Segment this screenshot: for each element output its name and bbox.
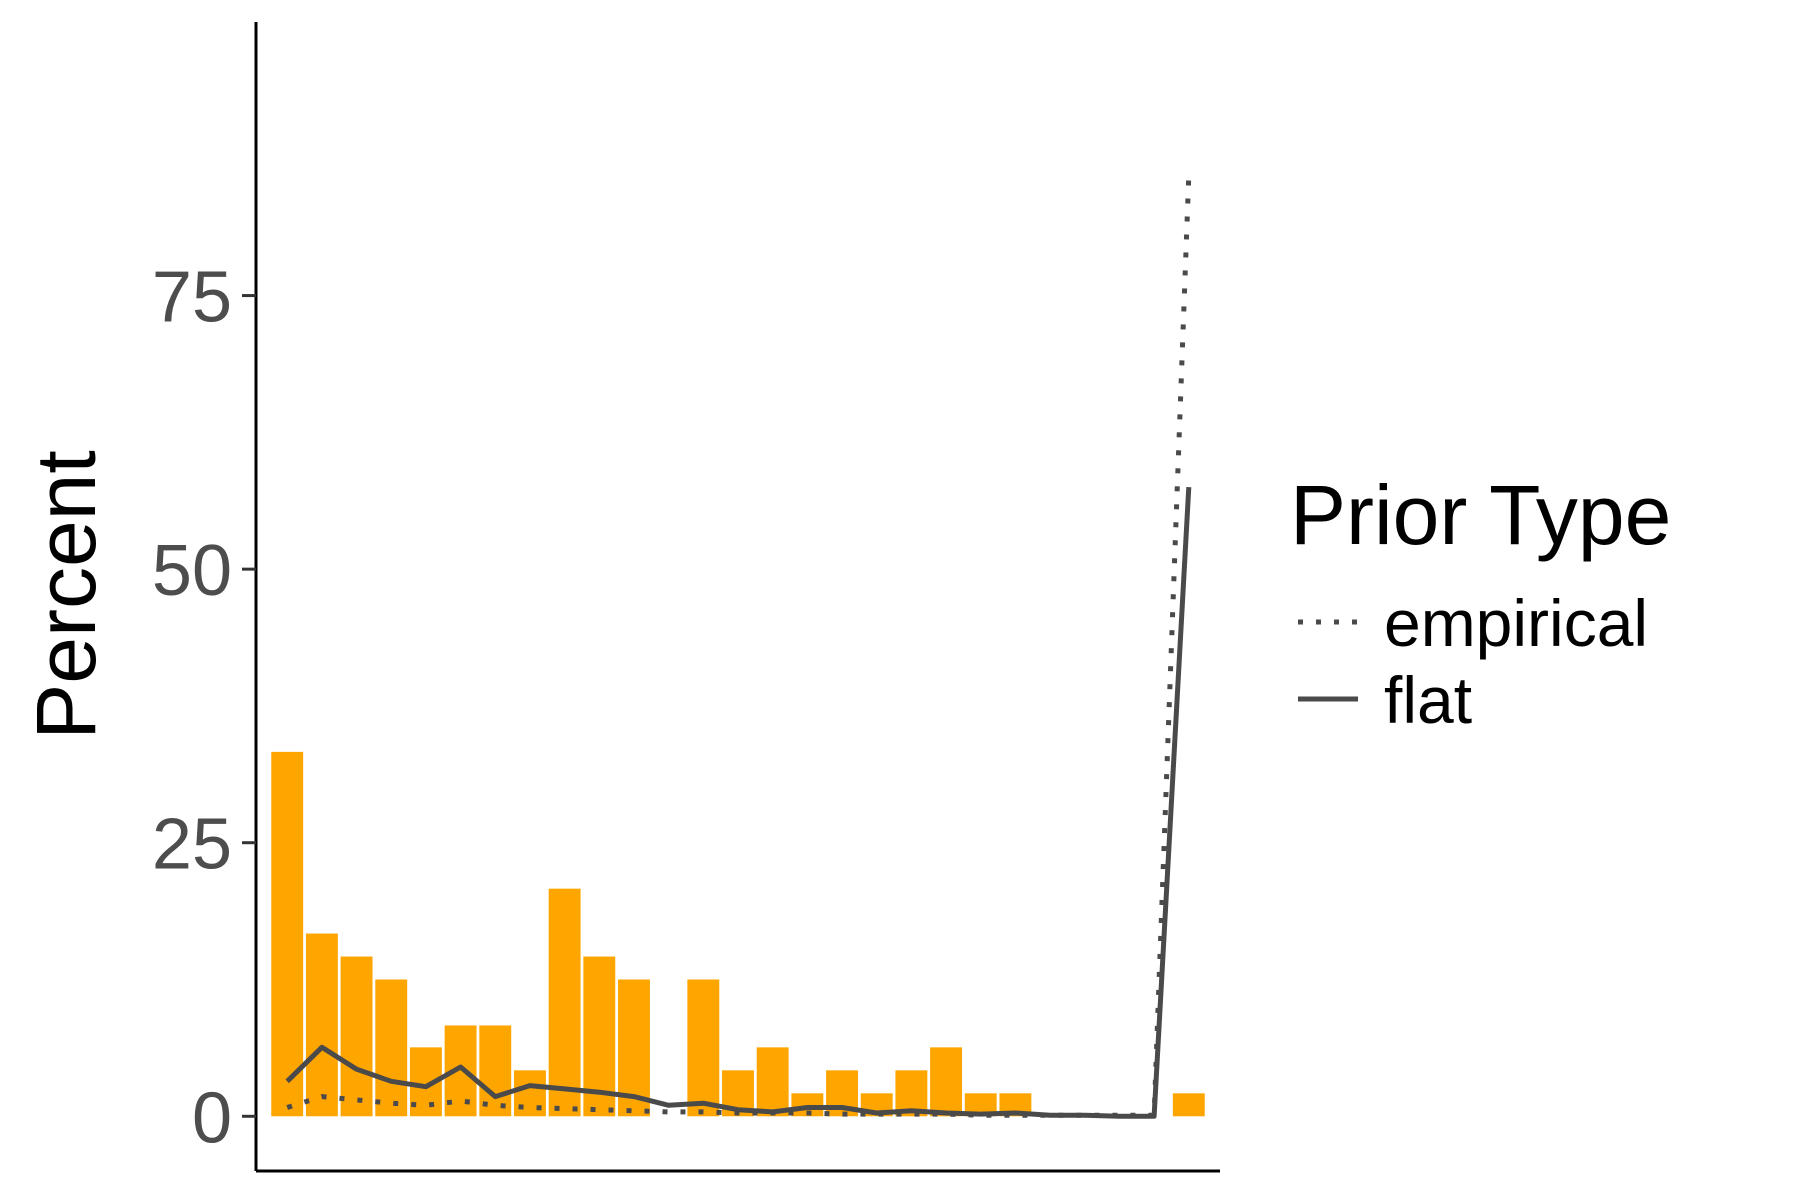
- legend-label-flat: flat: [1384, 663, 1472, 737]
- bar: [999, 1093, 1032, 1117]
- axes-layer: [254, 22, 1220, 1173]
- series-line-flat: [285, 486, 1192, 1119]
- bar: [930, 1047, 963, 1117]
- bars-layer: [271, 751, 1205, 1117]
- bar: [340, 956, 373, 1117]
- legend-title: Prior Type: [1290, 468, 1671, 562]
- y-ticks: 0 25 50 75: [152, 258, 256, 1158]
- lines-layer: [285, 175, 1192, 1119]
- bar: [375, 979, 408, 1117]
- y-tick-label: 50: [152, 531, 232, 611]
- y-tick-label: 0: [192, 1078, 232, 1158]
- bar: [687, 979, 720, 1117]
- bar: [964, 1093, 997, 1117]
- y-tick-label: 75: [152, 258, 232, 338]
- legend-label-empirical: empirical: [1384, 586, 1648, 660]
- bar: [1172, 1093, 1205, 1117]
- bar: [548, 888, 581, 1117]
- bar: [305, 933, 338, 1117]
- y-tick-label: 25: [152, 805, 232, 885]
- y-axis-title: Percent: [19, 450, 113, 740]
- series-line-empirical: [286, 175, 1192, 1118]
- bar: [479, 1025, 512, 1117]
- bar: [271, 751, 304, 1117]
- bar: [756, 1047, 789, 1117]
